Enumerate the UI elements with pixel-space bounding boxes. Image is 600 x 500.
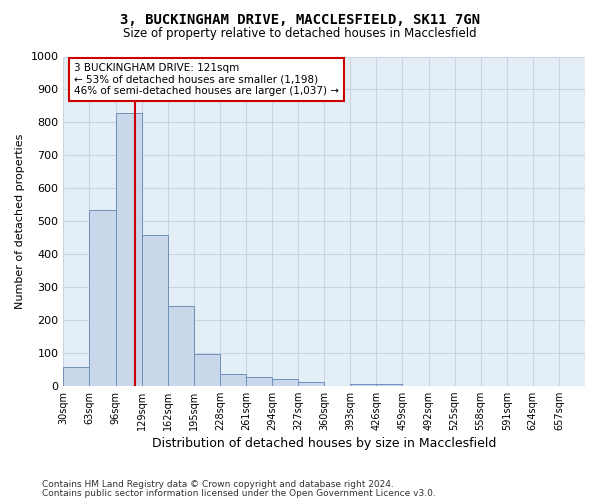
- Bar: [142, 234, 168, 386]
- Text: Size of property relative to detached houses in Macclesfield: Size of property relative to detached ho…: [123, 28, 477, 40]
- Bar: [89, 210, 116, 386]
- Bar: [272, 379, 298, 386]
- Text: 3, BUCKINGHAM DRIVE, MACCLESFIELD, SK11 7GN: 3, BUCKINGHAM DRIVE, MACCLESFIELD, SK11 …: [120, 12, 480, 26]
- Bar: [116, 113, 142, 386]
- X-axis label: Distribution of detached houses by size in Macclesfield: Distribution of detached houses by size …: [152, 437, 496, 450]
- Text: Contains HM Land Registry data © Crown copyright and database right 2024.: Contains HM Land Registry data © Crown c…: [42, 480, 394, 489]
- Text: 3 BUCKINGHAM DRIVE: 121sqm
← 53% of detached houses are smaller (1,198)
46% of s: 3 BUCKINGHAM DRIVE: 121sqm ← 53% of deta…: [74, 63, 339, 96]
- Text: Contains public sector information licensed under the Open Government Licence v3: Contains public sector information licen…: [42, 489, 436, 498]
- Bar: [376, 384, 403, 386]
- Bar: [64, 367, 89, 386]
- Bar: [168, 306, 194, 386]
- Bar: [246, 377, 272, 386]
- Bar: [298, 382, 324, 386]
- Bar: [220, 374, 246, 386]
- Bar: [350, 384, 376, 386]
- Bar: [194, 354, 220, 386]
- Y-axis label: Number of detached properties: Number of detached properties: [15, 134, 25, 309]
